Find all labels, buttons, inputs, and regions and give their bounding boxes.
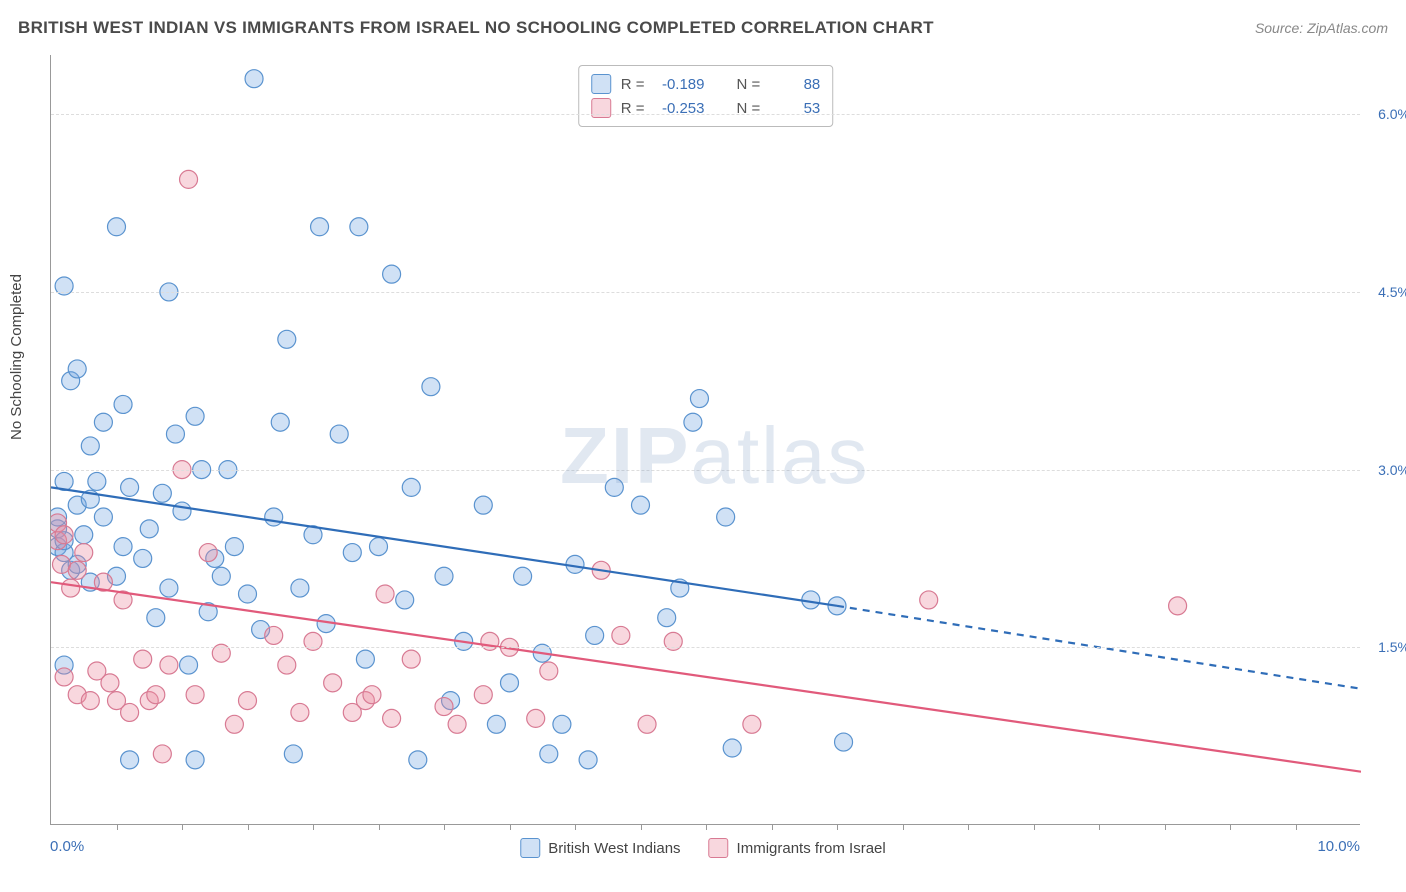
n-label-1: N = xyxy=(737,76,761,93)
x-tick xyxy=(1099,824,1100,830)
r-value-1: -0.189 xyxy=(655,76,705,93)
r-label-1: R = xyxy=(621,76,645,93)
y-tick-label: 4.5% xyxy=(1365,284,1406,300)
stats-legend: R = -0.189 N = 88 R = -0.253 N = 53 xyxy=(578,65,834,127)
x-tick xyxy=(641,824,642,830)
plot-area: R = -0.189 N = 88 R = -0.253 N = 53 1.5%… xyxy=(50,55,1360,825)
x-axis-min-label: 0.0% xyxy=(50,838,84,855)
x-tick xyxy=(182,824,183,830)
legend-swatch-1 xyxy=(520,838,540,858)
x-tick xyxy=(772,824,773,830)
x-tick xyxy=(510,824,511,830)
x-tick xyxy=(1034,824,1035,830)
x-tick xyxy=(444,824,445,830)
n-value-1: 88 xyxy=(770,76,820,93)
gridline xyxy=(51,292,1360,293)
stats-row-2: R = -0.253 N = 53 xyxy=(591,96,821,120)
legend-item-1: British West Indians xyxy=(520,838,680,858)
x-tick xyxy=(706,824,707,830)
legend-item-2: Immigrants from Israel xyxy=(709,838,886,858)
legend-label-1: British West Indians xyxy=(548,840,680,857)
y-tick-label: 3.0% xyxy=(1365,462,1406,478)
swatch-series-1 xyxy=(591,74,611,94)
bottom-legend: British West Indians Immigrants from Isr… xyxy=(520,838,885,858)
x-axis-max-label: 10.0% xyxy=(1317,838,1360,855)
x-tick xyxy=(575,824,576,830)
title-bar: BRITISH WEST INDIAN VS IMMIGRANTS FROM I… xyxy=(18,18,1388,38)
x-tick xyxy=(379,824,380,830)
x-tick xyxy=(968,824,969,830)
stats-row-1: R = -0.189 N = 88 xyxy=(591,72,821,96)
legend-swatch-2 xyxy=(709,838,729,858)
chart-title: BRITISH WEST INDIAN VS IMMIGRANTS FROM I… xyxy=(18,18,934,38)
gridline xyxy=(51,114,1360,115)
x-tick xyxy=(1165,824,1166,830)
x-tick xyxy=(117,824,118,830)
x-tick xyxy=(1230,824,1231,830)
x-tick xyxy=(837,824,838,830)
y-axis-title: No Schooling Completed xyxy=(8,274,25,440)
x-tick xyxy=(313,824,314,830)
scatter-plot-svg xyxy=(51,55,1361,825)
y-tick-label: 6.0% xyxy=(1365,106,1406,122)
y-tick-label: 1.5% xyxy=(1365,639,1406,655)
legend-label-2: Immigrants from Israel xyxy=(737,840,886,857)
gridline xyxy=(51,647,1360,648)
gridline xyxy=(51,470,1360,471)
x-tick xyxy=(903,824,904,830)
x-tick xyxy=(1296,824,1297,830)
x-tick xyxy=(248,824,249,830)
source-label: Source: ZipAtlas.com xyxy=(1255,20,1388,36)
